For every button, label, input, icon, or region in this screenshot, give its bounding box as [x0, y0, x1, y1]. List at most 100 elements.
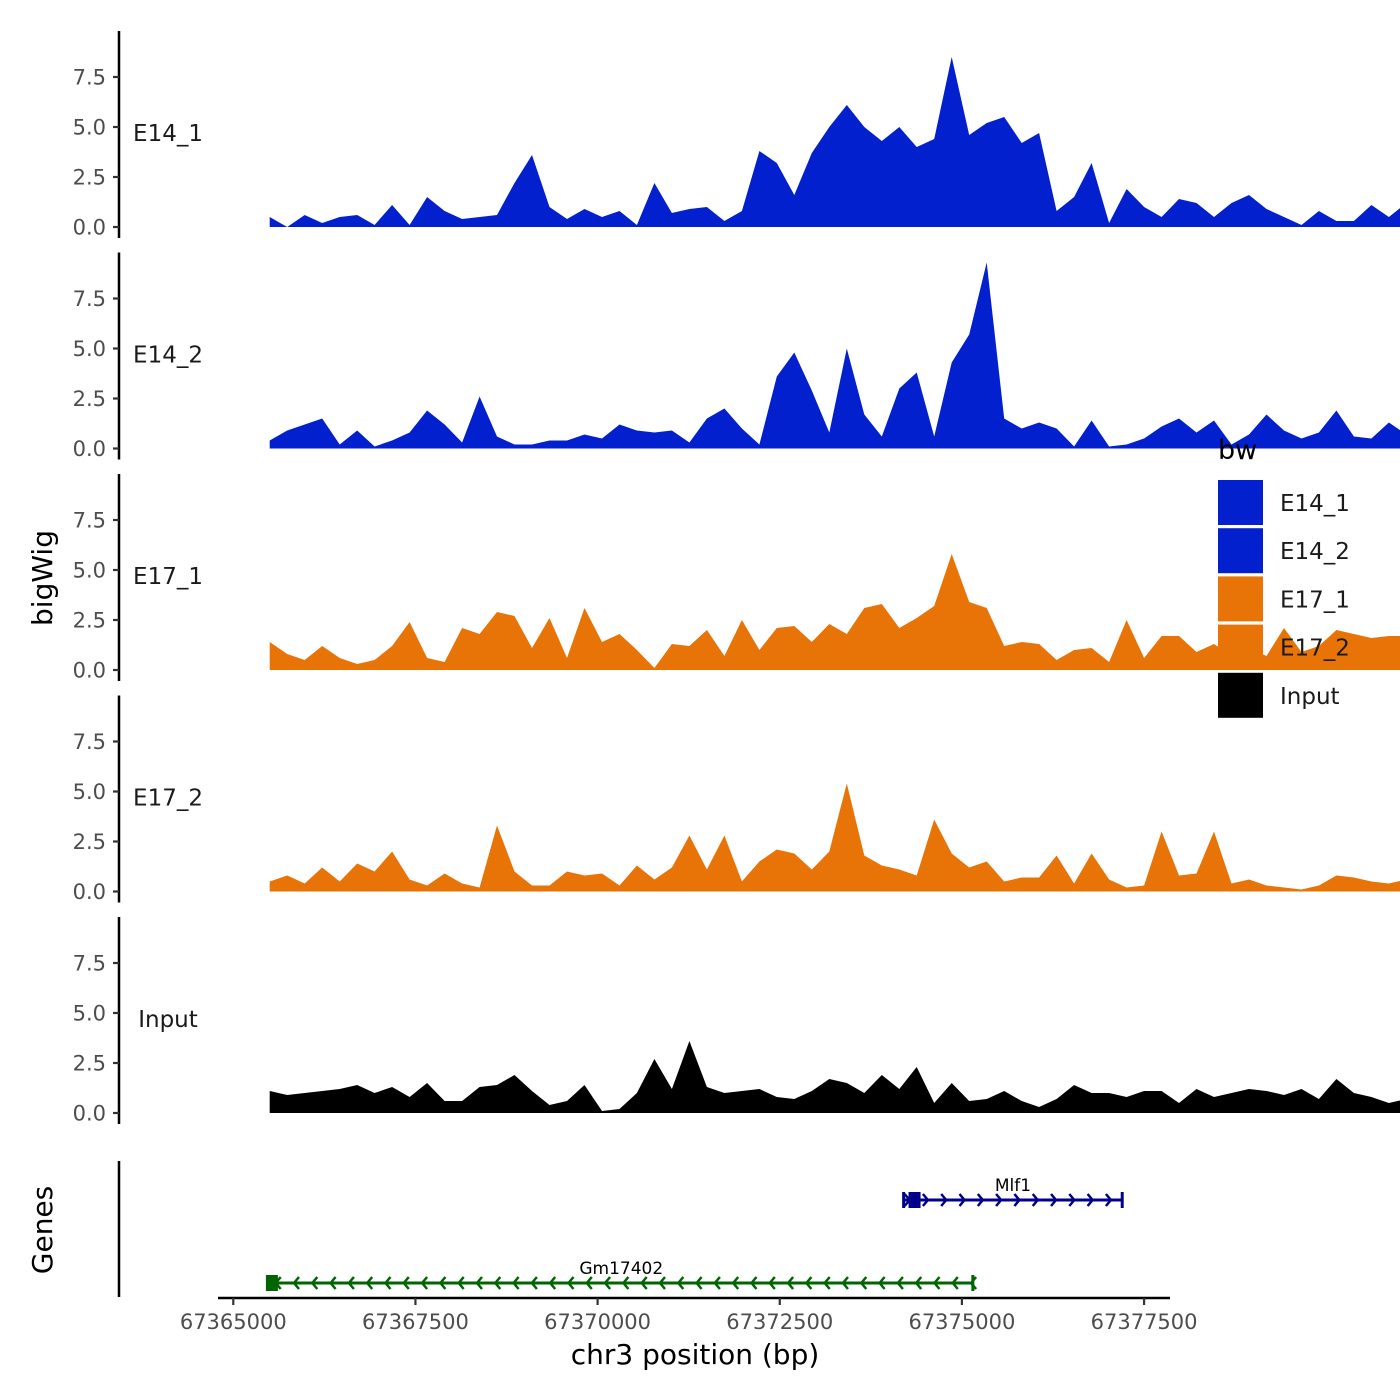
legend-label: E14_1	[1280, 491, 1350, 517]
tracks-layer: 0.0 2.5 5.0 7.5 E14_1 0.0 2.5 5.0 7.5 E14_2 0.0 2.5…	[73, 31, 1400, 1126]
strand-arrow	[841, 1276, 849, 1290]
y-tick-label: 2.5	[73, 609, 106, 633]
x-tick-label: 67367500	[362, 1310, 469, 1334]
y-tick-label: 0.0	[73, 880, 106, 904]
strand-arrow	[530, 1276, 538, 1290]
strand-arrow	[1068, 1193, 1076, 1207]
legend-item-E14_1: E14_1	[1218, 480, 1350, 525]
strand-arrow	[1031, 1193, 1040, 1207]
legend-swatch	[1218, 624, 1263, 670]
strand-arrow	[921, 1193, 930, 1207]
strand-arrow	[457, 1276, 465, 1290]
y-tick-label: 5.0	[73, 559, 106, 583]
strand-arrow	[749, 1276, 758, 1290]
legend-title: bw	[1218, 435, 1257, 466]
signal-area-E17_1	[269, 554, 1400, 670]
strand-arrow	[621, 1276, 630, 1290]
x-tick-label: 67372500	[726, 1310, 833, 1334]
gene-Mlf1: Mlf1	[902, 1176, 1124, 1208]
track-label-E14_1: E14_1	[133, 121, 203, 147]
strand-arrow	[1104, 1193, 1113, 1207]
y-tick-label: 7.5	[73, 509, 106, 533]
y-tick-label: 0.0	[73, 659, 106, 683]
legend-item-E17_2: E17_2	[1218, 624, 1350, 670]
strand-arrow	[1050, 1193, 1058, 1207]
track-label-Input: Input	[138, 1007, 198, 1033]
strand-arrow	[603, 1276, 612, 1290]
strand-arrow	[1086, 1193, 1095, 1207]
strand-arrow	[768, 1276, 776, 1290]
x-axis-title: chr3 position (bp)	[571, 1338, 820, 1371]
genes-layer: Mlf1 Gm17402	[117, 1161, 1124, 1297]
strand-arrow	[940, 1193, 948, 1207]
legend-label: Input	[1280, 684, 1340, 710]
track-panel-Input: 0.0 2.5 5.0 7.5 Input	[73, 917, 1400, 1126]
y-tick-label: 2.5	[73, 387, 106, 411]
legend-swatch	[1218, 480, 1263, 525]
gene-Gm17402: Gm17402	[265, 1259, 978, 1291]
strand-arrow	[951, 1276, 959, 1290]
strand-arrow	[1013, 1193, 1022, 1207]
y-tick-label: 0.0	[73, 216, 106, 240]
signal-area-Input	[269, 1041, 1400, 1113]
strand-arrow	[402, 1276, 410, 1290]
strand-arrow	[823, 1276, 831, 1290]
y-tick-label: 0.0	[73, 437, 106, 461]
strand-arrow	[676, 1276, 685, 1290]
strand-arrow	[328, 1276, 337, 1290]
strand-arrow	[640, 1276, 648, 1290]
track-label-E17_2: E17_2	[133, 786, 203, 812]
strand-arrow	[365, 1276, 374, 1290]
strand-arrow	[914, 1276, 923, 1290]
strand-arrow	[976, 1193, 985, 1207]
y-tick-label: 7.5	[73, 730, 106, 754]
genes-axis-title: Genes	[26, 1186, 59, 1274]
strand-arrow	[511, 1276, 520, 1290]
legend-swatch	[1218, 528, 1263, 574]
strand-arrow	[786, 1276, 795, 1290]
x-tick-label: 67375000	[908, 1310, 1015, 1334]
strand-arrow	[896, 1276, 904, 1290]
strand-arrow	[995, 1193, 1003, 1207]
gene-exon-block	[265, 1275, 278, 1291]
y-tick-label: 5.0	[73, 337, 106, 361]
x-tick-label: 67365000	[180, 1310, 287, 1334]
signal-area-E17_2	[269, 783, 1400, 892]
strand-arrow	[347, 1276, 355, 1290]
y-tick-label: 7.5	[73, 287, 106, 311]
strand-arrow	[310, 1276, 319, 1290]
strand-arrow	[877, 1276, 886, 1290]
strand-arrow	[383, 1276, 392, 1290]
y-tick-label: 2.5	[73, 830, 106, 854]
track-panel-E17_2: 0.0 2.5 5.0 7.5 E17_2	[73, 695, 1400, 904]
gene-label: Gm17402	[579, 1259, 663, 1279]
y-tick-label: 5.0	[73, 1002, 106, 1026]
signal-area-E14_1	[269, 57, 1400, 227]
x-tick-label: 67370000	[544, 1310, 651, 1334]
strand-arrow	[658, 1276, 666, 1290]
strand-arrow	[731, 1276, 740, 1290]
x-axis: 67365000 67367500 67370000 67372500 67375000…	[180, 1296, 1198, 1334]
track-panel-E14_2: 0.0 2.5 5.0 7.5 E14_2	[73, 252, 1400, 461]
strand-arrow	[475, 1276, 483, 1290]
strand-arrow	[566, 1276, 575, 1290]
track-label-E14_2: E14_2	[133, 343, 203, 369]
strand-arrow	[585, 1276, 593, 1290]
legend-item-Input: Input	[1218, 672, 1340, 718]
legend-item-E17_1: E17_1	[1218, 576, 1350, 622]
legend-label: E14_2	[1280, 539, 1350, 565]
strand-arrow	[958, 1193, 967, 1207]
track-panel-E17_1: 0.0 2.5 5.0 7.5 E17_1	[73, 474, 1400, 683]
track-label-E17_1: E17_1	[133, 564, 203, 590]
strand-arrow	[804, 1276, 813, 1290]
y-tick-label: 7.5	[73, 66, 106, 90]
strand-arrow	[969, 1276, 978, 1290]
y-tick-label: 7.5	[73, 952, 106, 976]
gene-label: Mlf1	[995, 1176, 1031, 1196]
track-panel-E14_1: 0.0 2.5 5.0 7.5 E14_1	[73, 31, 1400, 240]
strand-arrow	[420, 1276, 429, 1290]
y-tick-label: 2.5	[73, 1052, 106, 1076]
strand-arrow	[694, 1276, 703, 1290]
y-tick-label: 5.0	[73, 116, 106, 140]
